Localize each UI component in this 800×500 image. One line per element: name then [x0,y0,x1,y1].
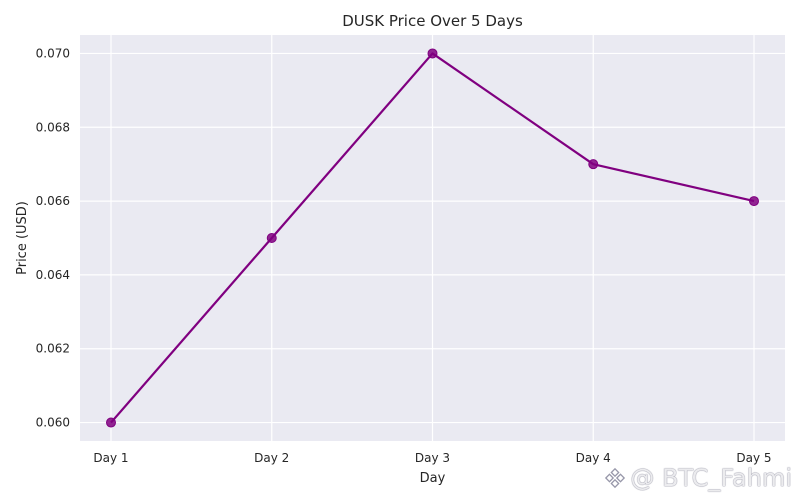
y-tick-label: 0.062 [36,342,70,356]
x-tick-label: Day 5 [736,451,771,465]
grid-lines [80,35,785,441]
x-tick-label: Day 1 [93,451,128,465]
chart-title: DUSK Price Over 5 Days [342,12,523,30]
y-tick-label: 0.064 [36,268,70,282]
binance-logo-icon [605,467,626,489]
y-axis-ticks: 0.060 0.062 0.064 0.066 0.068 0.070 [36,46,70,429]
x-tick-label: Day 2 [254,451,289,465]
x-axis-label: Day [420,471,446,486]
data-point [749,196,759,207]
series-layer [106,48,759,428]
data-point [106,417,116,428]
watermark-text: @ BTC_Fahmi [630,464,792,492]
watermark: @ BTC_Fahmi [604,464,792,492]
y-axis-label: Price (USD) [15,201,30,275]
y-tick-label: 0.060 [36,416,70,430]
y-tick-label: 0.070 [36,46,70,60]
x-tick-label: Day 4 [576,451,611,465]
y-tick-label: 0.066 [36,194,70,208]
x-axis-ticks: Day 1 Day 2 Day 3 Day 4 Day 5 [93,451,771,465]
y-tick-label: 0.068 [36,120,70,134]
data-point [588,159,599,170]
data-point [427,48,438,59]
x-tick-label: Day 3 [415,451,450,465]
data-point [266,233,277,243]
